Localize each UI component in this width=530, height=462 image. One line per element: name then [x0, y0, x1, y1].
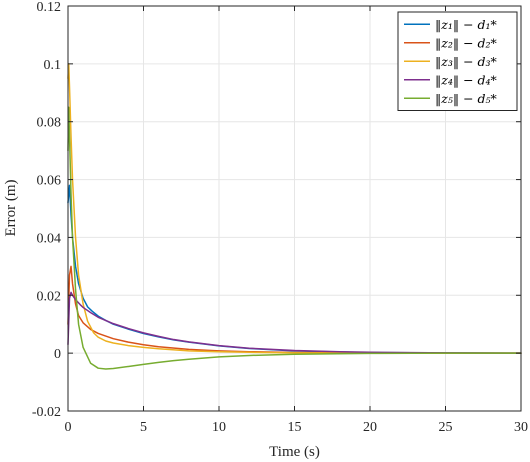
series-line-4 [67, 291, 522, 354]
legend-entry-1: ‖z₁‖ − d₁* [435, 17, 498, 32]
y-tick-label: 0.02 [37, 289, 62, 304]
series-line-5 [67, 106, 522, 370]
legend-entry-2: ‖z₂‖ − d₂* [435, 35, 498, 50]
legend-entry-3: ‖z₃‖ − d₃* [435, 54, 498, 69]
series-line-3 [67, 63, 522, 354]
series-layer [67, 63, 522, 370]
y-tick-label: -0.02 [32, 405, 61, 420]
x-tick-label: 30 [514, 420, 528, 435]
x-tick-label: 10 [212, 420, 226, 435]
legend: ‖z₁‖ − d₁* ‖z₂‖ − d₂* ‖z₃‖ − d₃* ‖z₄‖ − d₄*… [397, 11, 518, 111]
x-axis-label: Time (s) [269, 444, 320, 460]
legend-entry-5: ‖z₅‖ − d₅* [435, 91, 498, 106]
y-tick-label: 0 [54, 347, 61, 362]
y-axis-label: Error (m) [3, 179, 19, 236]
legend-entry-4: ‖z₄‖ − d₄* [435, 72, 498, 87]
y-tick-label: 0.08 [37, 116, 62, 131]
x-tick-label: 25 [439, 420, 453, 435]
y-tick-label: 0.06 [37, 174, 62, 189]
axis-ticks: 0 5 10 15 20 25 30 -0.02 0 0.02 0.04 0.06 0.08 0.1 0.1… [32, 0, 528, 435]
x-tick-label: 20 [363, 420, 377, 435]
x-tick-label: 15 [288, 420, 302, 435]
y-tick-label: 0.1 [44, 58, 62, 73]
x-tick-label: 5 [140, 420, 147, 435]
y-tick-label: 0.04 [37, 231, 62, 246]
y-tick-label: 0.12 [37, 0, 62, 15]
x-tick-label: 0 [65, 420, 72, 435]
